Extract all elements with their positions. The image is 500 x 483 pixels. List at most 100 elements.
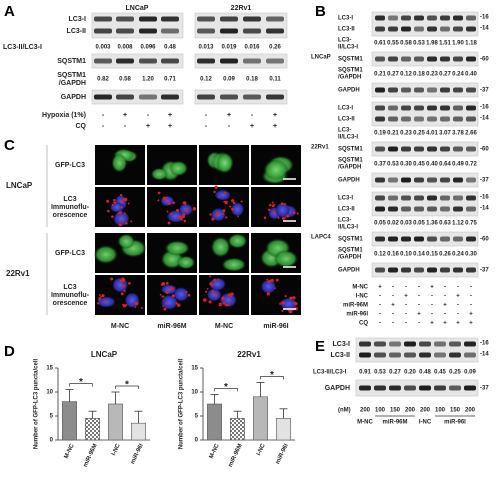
treatment-sign: - <box>444 285 446 291</box>
blot-band <box>401 15 411 21</box>
puncta <box>165 302 168 305</box>
blot-band <box>427 87 437 93</box>
blot-band <box>375 116 385 122</box>
y-tick-label: 10 <box>46 390 53 396</box>
ratio-value: 0.82 <box>97 77 109 83</box>
blot-band <box>401 177 411 183</box>
puncta <box>296 212 299 215</box>
ratio-value: 0.12 <box>400 72 412 78</box>
blot-band <box>464 352 476 358</box>
puncta <box>123 289 126 292</box>
puncta <box>215 294 218 297</box>
blot-label: LC3-II <box>67 28 87 35</box>
puncta <box>166 210 169 213</box>
bar <box>253 396 268 441</box>
ratio-label: LC3-II/LC3-I <box>313 370 347 376</box>
blot-band <box>401 56 411 62</box>
blot-band <box>466 206 476 212</box>
blot-band <box>266 94 284 100</box>
marker: -16 <box>480 341 489 347</box>
blot-band <box>440 15 450 21</box>
blot <box>371 141 479 157</box>
panel-label: D <box>4 343 15 360</box>
blot <box>371 82 479 98</box>
blot-band <box>427 267 437 273</box>
blot-band <box>466 236 476 242</box>
marker: -37 <box>480 178 489 184</box>
ratio-value: 0.45 <box>434 370 446 376</box>
treatment-sign: - <box>470 303 472 309</box>
ratio-value: 1.18 <box>465 41 477 47</box>
puncta <box>266 278 268 281</box>
blot-band <box>139 58 157 64</box>
treatment-sign: + <box>227 112 231 119</box>
ratio-label: /GAPDH <box>338 75 361 81</box>
blot-band <box>375 236 385 242</box>
blot-band <box>388 56 398 62</box>
marker: -60 <box>480 147 489 153</box>
channel-label: Immunoflu- <box>51 292 90 299</box>
treatment-sign: + <box>456 321 460 327</box>
blot-band <box>374 341 386 347</box>
ratio-label: LC3- <box>338 38 351 44</box>
treatment-sign: + <box>146 123 150 130</box>
treatment-sign: - <box>102 112 105 119</box>
blot-band <box>414 195 424 201</box>
cell-line-label: LNCaP <box>6 181 33 190</box>
blot-band <box>427 105 437 111</box>
blot-band <box>388 236 398 242</box>
puncta <box>117 212 120 215</box>
ratio-label: II/LC3-I <box>338 45 358 51</box>
dose-label: 200 <box>420 408 431 414</box>
blot <box>355 379 479 397</box>
y-tick-label: 5 <box>50 414 54 420</box>
puncta <box>222 301 226 305</box>
puncta <box>165 196 169 199</box>
puncta <box>183 219 186 223</box>
nucleus <box>112 277 129 293</box>
ratio-value: 0.53 <box>374 370 386 376</box>
blot-band <box>453 87 463 93</box>
nucleus <box>231 202 244 217</box>
blot-band <box>453 177 463 183</box>
blot-band <box>243 16 261 22</box>
puncta <box>225 303 228 307</box>
blot-band <box>464 385 476 391</box>
marker: -16 <box>480 105 489 111</box>
ratio-value: 0.14 <box>413 252 425 258</box>
marker: -14 <box>480 116 489 122</box>
puncta <box>288 309 292 313</box>
blot-band <box>197 28 215 34</box>
marker: -14 <box>480 26 489 32</box>
treatment-sign: + <box>168 123 172 130</box>
ratio-value: 0.05 <box>374 221 386 227</box>
blot-band <box>440 87 450 93</box>
puncta <box>231 207 234 211</box>
ratio-value: 0.55 <box>387 41 399 47</box>
puncta <box>204 290 208 293</box>
treatment-label: miR-96I <box>346 312 368 318</box>
puncta <box>123 212 126 215</box>
treatment-sign: + <box>404 294 408 300</box>
blot-label: LC3-II <box>331 352 351 359</box>
gfp-cell <box>216 152 234 174</box>
ratio-value: 0.48 <box>419 370 431 376</box>
blot-label: LC3-II <box>338 207 355 213</box>
ratio-value: 0.49 <box>452 162 464 168</box>
channel-label: LC3 <box>63 284 76 291</box>
puncta <box>170 212 173 216</box>
treatment-sign: - <box>405 321 407 327</box>
ratio-value: 1.20 <box>142 77 154 83</box>
marker: -16 <box>480 15 489 21</box>
blot-band <box>401 206 411 212</box>
ratio-value: 0.05 <box>413 221 425 227</box>
ratio-value: 0.18 <box>413 72 425 78</box>
panel-label: B <box>315 3 326 20</box>
blot-band <box>440 56 450 62</box>
puncta <box>118 223 122 227</box>
blot <box>371 191 479 217</box>
blot <box>371 101 479 127</box>
blot-band <box>414 56 424 62</box>
puncta <box>231 199 235 203</box>
puncta <box>111 203 114 206</box>
